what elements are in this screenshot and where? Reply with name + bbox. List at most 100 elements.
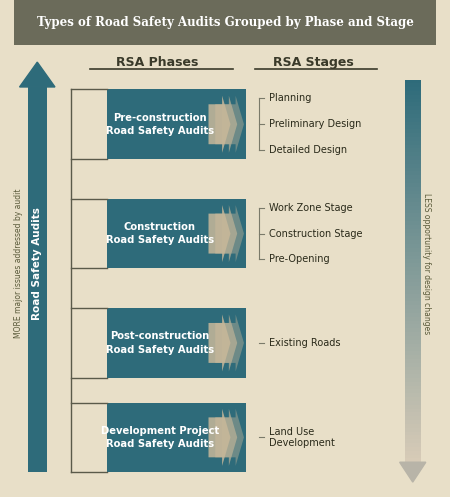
Bar [405, 171, 421, 175]
Bar [405, 332, 421, 336]
Bar [405, 102, 421, 106]
Bar [405, 164, 421, 167]
Polygon shape [222, 409, 244, 466]
Bar [405, 275, 421, 278]
Bar [405, 255, 421, 259]
Bar [405, 443, 421, 447]
Polygon shape [215, 409, 237, 466]
FancyBboxPatch shape [14, 0, 436, 45]
Bar [405, 114, 421, 118]
Bar [405, 133, 421, 137]
Polygon shape [208, 409, 230, 466]
Bar [405, 271, 421, 275]
Text: Types of Road Safety Audits Grouped by Phase and Stage: Types of Road Safety Audits Grouped by P… [36, 16, 414, 29]
Bar [405, 336, 421, 340]
Bar [405, 382, 421, 386]
Bar [405, 206, 421, 210]
Bar [405, 278, 421, 282]
Bar [405, 83, 421, 87]
Bar [107, 199, 246, 268]
Bar [405, 386, 421, 390]
Bar [405, 202, 421, 206]
Bar [405, 156, 421, 160]
Bar [405, 187, 421, 190]
Text: Construction
Road Safety Audits: Construction Road Safety Audits [106, 222, 214, 245]
Bar [405, 91, 421, 95]
Bar [405, 309, 421, 313]
Bar [107, 308, 246, 378]
Text: Pre-Opening: Pre-Opening [269, 254, 330, 264]
Text: Existing Roads: Existing Roads [269, 338, 341, 348]
Text: Development Project
Road Safety Audits: Development Project Road Safety Audits [101, 426, 219, 449]
Polygon shape [222, 96, 244, 153]
Text: MORE major issues addressed by audit: MORE major issues addressed by audit [14, 189, 23, 338]
Bar [405, 80, 421, 83]
Bar [405, 240, 421, 244]
Bar [405, 367, 421, 370]
Text: Planning: Planning [269, 93, 312, 103]
Bar [28, 87, 46, 472]
Bar [405, 251, 421, 255]
Bar [107, 89, 246, 159]
Text: Pre-construction
Road Safety Audits: Pre-construction Road Safety Audits [106, 113, 214, 136]
Bar [405, 198, 421, 202]
Bar [405, 160, 421, 164]
Bar [405, 455, 421, 458]
Bar [405, 424, 421, 428]
Text: Detailed Design: Detailed Design [269, 145, 347, 155]
Text: Land Use
Development: Land Use Development [269, 426, 335, 448]
Text: Post-construction
Road Safety Audits: Post-construction Road Safety Audits [106, 331, 214, 354]
Polygon shape [222, 315, 244, 371]
Bar [405, 325, 421, 329]
Bar [405, 221, 421, 225]
Polygon shape [208, 315, 230, 371]
Bar [405, 225, 421, 229]
Bar [405, 110, 421, 114]
Bar [405, 179, 421, 183]
Bar [107, 403, 246, 472]
Bar [405, 190, 421, 194]
Text: RSA Phases: RSA Phases [116, 56, 199, 69]
Bar [405, 152, 421, 156]
Bar [405, 183, 421, 187]
Bar [405, 214, 421, 217]
Bar [405, 217, 421, 221]
Polygon shape [208, 205, 230, 262]
Bar [405, 347, 421, 351]
Bar [405, 363, 421, 367]
Polygon shape [208, 96, 230, 153]
Polygon shape [19, 62, 55, 87]
Bar [405, 416, 421, 420]
Bar [405, 106, 421, 110]
Bar [405, 149, 421, 152]
Bar [405, 305, 421, 309]
Text: LESS opportunity for design changes: LESS opportunity for design changes [422, 193, 431, 334]
Polygon shape [400, 462, 426, 482]
Bar [405, 397, 421, 401]
Bar [405, 118, 421, 122]
Bar [405, 294, 421, 298]
Bar [405, 447, 421, 451]
Bar [405, 141, 421, 145]
Bar [405, 374, 421, 378]
Bar [405, 405, 421, 409]
Bar [405, 167, 421, 171]
Bar [405, 413, 421, 416]
Bar [405, 370, 421, 374]
Bar [405, 340, 421, 343]
Bar [405, 244, 421, 248]
Bar [405, 313, 421, 317]
Bar [405, 122, 421, 125]
Text: Work Zone Stage: Work Zone Stage [269, 203, 353, 213]
Bar [405, 458, 421, 462]
Bar [405, 290, 421, 294]
Bar [405, 129, 421, 133]
Bar [405, 137, 421, 141]
Bar [405, 359, 421, 363]
Bar [405, 98, 421, 102]
Bar [405, 210, 421, 214]
Bar [405, 329, 421, 332]
Bar [405, 378, 421, 382]
Polygon shape [215, 205, 237, 262]
Bar [405, 435, 421, 439]
